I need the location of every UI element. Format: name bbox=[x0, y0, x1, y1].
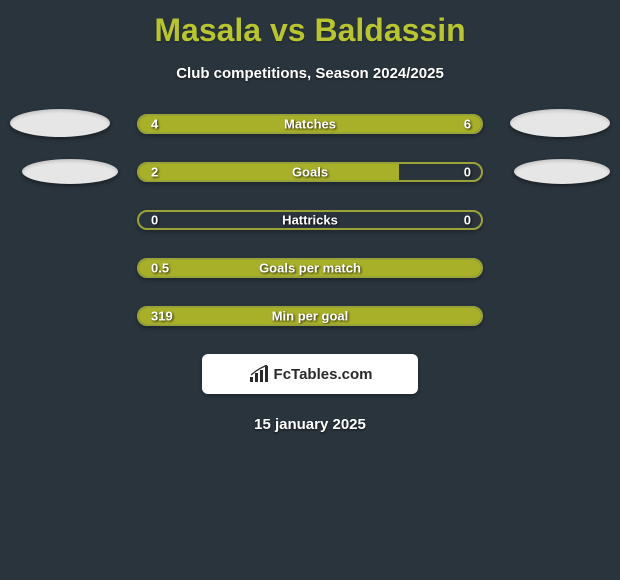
team-placard-left bbox=[10, 109, 110, 137]
team-placard-left bbox=[22, 159, 118, 184]
stat-value-left: 319 bbox=[151, 309, 173, 324]
comparison-area: 4 Matches 6 2 Goals 0 0 Hattricks 0 0.5 … bbox=[0, 114, 620, 326]
stat-value-left: 4 bbox=[151, 117, 158, 132]
bar-track: 2 Goals 0 bbox=[137, 162, 483, 182]
page-subtitle: Club competitions, Season 2024/2025 bbox=[0, 65, 620, 82]
stat-value-right: 0 bbox=[464, 165, 471, 180]
stat-row-min-per-goal: 319 Min per goal bbox=[0, 306, 620, 326]
date-text: 15 january 2025 bbox=[0, 416, 620, 433]
stat-row-hattricks: 0 Hattricks 0 bbox=[0, 210, 620, 230]
bar-fill-left bbox=[139, 116, 276, 132]
stat-value-left: 2 bbox=[151, 165, 158, 180]
stat-row-matches: 4 Matches 6 bbox=[0, 114, 620, 134]
stat-value-right: 6 bbox=[464, 117, 471, 132]
stat-label: Min per goal bbox=[272, 309, 349, 324]
bar-track: 319 Min per goal bbox=[137, 306, 483, 326]
bar-track: 4 Matches 6 bbox=[137, 114, 483, 134]
stat-row-goals: 2 Goals 0 bbox=[0, 162, 620, 182]
team-placard-right bbox=[510, 109, 610, 137]
chart-icon bbox=[248, 365, 270, 383]
page-title: Masala vs Baldassin bbox=[0, 0, 620, 49]
bar-track: 0 Hattricks 0 bbox=[137, 210, 483, 230]
stat-value-right: 0 bbox=[464, 213, 471, 228]
brand-box[interactable]: FcTables.com bbox=[202, 354, 418, 394]
stat-value-left: 0.5 bbox=[151, 261, 169, 276]
stat-value-left: 0 bbox=[151, 213, 158, 228]
team-placard-right bbox=[514, 159, 610, 184]
brand-text: FcTables.com bbox=[274, 366, 373, 383]
bar-track: 0.5 Goals per match bbox=[137, 258, 483, 278]
stat-label: Matches bbox=[284, 117, 336, 132]
stat-label: Goals per match bbox=[259, 261, 361, 276]
stat-label: Hattricks bbox=[282, 213, 338, 228]
stat-label: Goals bbox=[292, 165, 328, 180]
bar-fill-left bbox=[139, 164, 399, 180]
stat-row-goals-per-match: 0.5 Goals per match bbox=[0, 258, 620, 278]
